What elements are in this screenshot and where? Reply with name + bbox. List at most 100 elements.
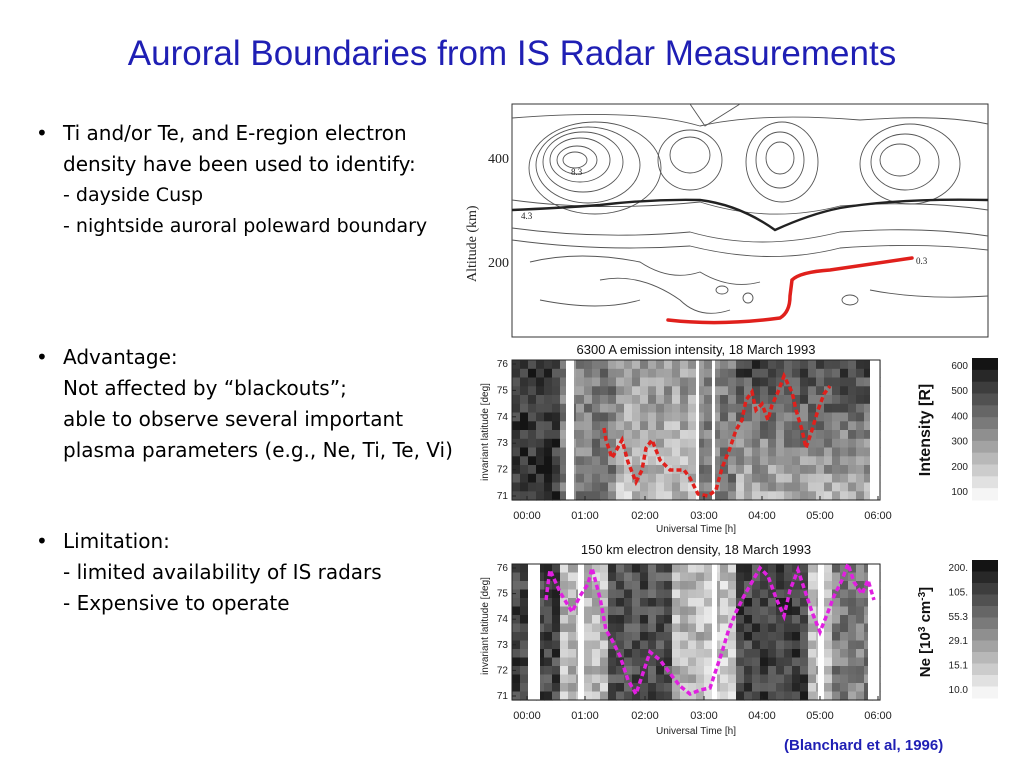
heatmap-cell: [584, 691, 593, 701]
heatmap-cell: [664, 482, 673, 492]
heatmap-cell: [760, 430, 769, 440]
heatmap-cell: [800, 572, 809, 582]
heatmap-cell: [792, 360, 801, 370]
heatmap-cell: [616, 465, 625, 475]
heatmap-cell: [840, 368, 849, 379]
heatmap-cell: [552, 683, 561, 693]
heatmap-cell: [664, 386, 673, 396]
heatmap-cell: [696, 683, 705, 693]
heatmap-cell: [856, 691, 865, 701]
heatmap-cell: [712, 368, 721, 379]
heatmap-cell: [576, 473, 585, 484]
heatmap-cell: [640, 589, 649, 599]
heatmap-cell: [816, 438, 825, 449]
heatmap-cell: [536, 491, 545, 501]
heatmap-cell: [664, 403, 673, 414]
heatmap-cell: [624, 368, 633, 379]
heatmap-cell: [808, 598, 817, 608]
heatmap-cell: [552, 377, 561, 387]
heatmap-cell: [536, 473, 545, 484]
heatmap-cell: [592, 666, 601, 676]
heatmap-cell: [544, 368, 553, 379]
heatmap-cell: [680, 572, 689, 582]
heatmap-cell: [696, 606, 705, 616]
heatmap-cell: [528, 456, 537, 466]
heatmap-cell: [680, 491, 689, 501]
heatmap-cell: [616, 438, 625, 449]
heatmap-cell: [632, 395, 641, 405]
heatmap-cell: [656, 473, 665, 484]
heatmap-cell: [736, 572, 745, 582]
heatmap-cell: [792, 598, 801, 608]
heatmap-cell: [656, 615, 665, 625]
heatmap-cell: [752, 674, 761, 684]
heatmap-cell: [648, 360, 657, 370]
heatmap-cell: [624, 403, 633, 414]
heatmap-cell: [848, 581, 857, 591]
heatmap-cell: [560, 657, 569, 667]
heatmap-cell: [856, 368, 865, 379]
heatmap-cell: [520, 377, 529, 387]
heatmap-cell: [768, 649, 777, 659]
heatmap-cell: [528, 386, 537, 396]
heatmap-cell: [864, 412, 873, 422]
heatmap-cell: [584, 465, 593, 475]
panel-top-ylabel: invariant latitude [deg]: [480, 383, 491, 481]
heatmap-cell: [856, 386, 865, 396]
heatmap-cell: [720, 683, 729, 693]
heatmap-cell: [616, 564, 625, 574]
heatmap-cell: [840, 632, 849, 642]
colorbar-swatch: [972, 606, 998, 618]
heatmap-cell: [520, 465, 529, 475]
heatmap-cell: [808, 421, 817, 431]
heatmap-cell: [616, 606, 625, 616]
heatmap-cell: [576, 403, 585, 414]
colorbar-tick-label: 600: [951, 361, 968, 372]
heatmap-cell: [696, 473, 705, 484]
colorbar-tick-label: 200: [951, 462, 968, 473]
heatmap-cell: [520, 482, 529, 492]
heatmap-cell: [648, 473, 657, 484]
heatmap-cell: [744, 447, 753, 457]
heatmap-cell: [520, 403, 529, 414]
data-gap: [870, 360, 880, 500]
heatmap-cell: [616, 403, 625, 414]
heatmap-cell: [688, 623, 697, 633]
heatmap-cell: [648, 683, 657, 693]
heatmap-cell: [696, 589, 705, 599]
xtick-label: 03:00: [690, 510, 718, 522]
heatmap-cell: [840, 666, 849, 676]
heatmap-cell: [696, 368, 705, 379]
heatmap-cell: [824, 691, 833, 701]
heatmap-cell: [688, 581, 697, 591]
heatmap-cell: [736, 657, 745, 667]
heatmap-cell: [840, 377, 849, 387]
heatmap-cell: [616, 377, 625, 387]
heatmap-cell: [648, 491, 657, 501]
heatmap-cell: [808, 572, 817, 582]
heatmap-cell: [808, 368, 817, 379]
heatmap-cell: [648, 430, 657, 440]
heatmap-cell: [680, 674, 689, 684]
heatmap-cell: [640, 623, 649, 633]
heatmap-cell: [704, 377, 713, 387]
heatmap-cell: [712, 491, 721, 501]
heatmap-cell: [784, 572, 793, 582]
heatmap-cell: [512, 606, 521, 616]
heatmap-cell: [800, 564, 809, 574]
colorbar-tick-label: 29.1: [949, 636, 969, 647]
ytick-label: 75: [497, 589, 509, 600]
xtick-label: 01:00: [571, 510, 599, 522]
heatmap-cell: [600, 438, 609, 449]
heatmap-cell: [848, 691, 857, 701]
panel-bottom-boundary-line: [544, 558, 876, 699]
colorbar-swatch: [972, 560, 998, 572]
heatmap-cell: [848, 438, 857, 449]
heatmap-cell: [616, 598, 625, 608]
heatmap-cell: [664, 615, 673, 625]
heatmap-cell: [712, 412, 721, 422]
heatmap-cell: [592, 456, 601, 466]
xtick-label: 05:00: [806, 710, 834, 722]
panel-top-heatmap: [512, 360, 881, 501]
heatmap-cell: [824, 572, 833, 582]
